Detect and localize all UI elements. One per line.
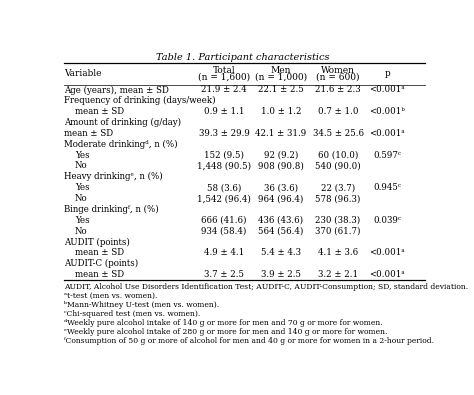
Text: Amount of drinking (g/day): Amount of drinking (g/day) [64, 118, 181, 127]
Text: <0.001ᵃ: <0.001ᵃ [370, 85, 405, 94]
Text: 578 (96.3): 578 (96.3) [315, 194, 361, 203]
Text: mean ± SD: mean ± SD [75, 248, 124, 258]
Text: 4.9 ± 4.1: 4.9 ± 4.1 [204, 248, 244, 258]
Text: (n = 1,600): (n = 1,600) [198, 72, 250, 81]
Text: 0.597ᶜ: 0.597ᶜ [374, 150, 401, 160]
Text: 0.945ᶜ: 0.945ᶜ [374, 183, 401, 192]
Text: Binge drinkingᶠ, n (%): Binge drinkingᶠ, n (%) [64, 205, 158, 214]
Text: 21.9 ± 2.4: 21.9 ± 2.4 [201, 85, 247, 94]
Text: 152 (9.5): 152 (9.5) [204, 150, 244, 160]
Text: 22.1 ± 2.5: 22.1 ± 2.5 [258, 85, 304, 94]
Text: mean ± SD: mean ± SD [75, 270, 124, 279]
Text: Heavy drinkingᵉ, n (%): Heavy drinkingᵉ, n (%) [64, 172, 163, 181]
Text: (n = 600): (n = 600) [316, 72, 360, 81]
Text: Moderate drinkingᵈ, n (%): Moderate drinkingᵈ, n (%) [64, 140, 177, 149]
Text: Yes: Yes [75, 183, 89, 192]
Text: 60 (10.0): 60 (10.0) [318, 150, 358, 160]
Text: p: p [384, 69, 390, 78]
Text: 92 (9.2): 92 (9.2) [264, 150, 298, 160]
Text: 5.4 ± 4.3: 5.4 ± 4.3 [261, 248, 301, 258]
Text: 0.9 ± 1.1: 0.9 ± 1.1 [204, 107, 244, 116]
Text: Total: Total [213, 66, 235, 75]
Text: ᶠConsumption of 50 g or more of alcohol for men and 40 g or more for women in a : ᶠConsumption of 50 g or more of alcohol … [64, 337, 434, 345]
Text: Men: Men [271, 66, 292, 75]
Text: ᵉWeekly pure alcohol intake of 280 g or more for men and 140 g or more for women: ᵉWeekly pure alcohol intake of 280 g or … [64, 328, 387, 336]
Text: AUDIT, Alcohol Use Disorders Identification Test; AUDIT-C, AUDIT-Consumption; SD: AUDIT, Alcohol Use Disorders Identificat… [64, 282, 468, 290]
Text: Women: Women [321, 66, 355, 75]
Text: 370 (61.7): 370 (61.7) [315, 227, 361, 236]
Text: 230 (38.3): 230 (38.3) [316, 216, 361, 225]
Text: 1.0 ± 1.2: 1.0 ± 1.2 [261, 107, 301, 116]
Text: No: No [75, 194, 87, 203]
Text: 666 (41.6): 666 (41.6) [201, 216, 247, 225]
Text: AUDIT (points): AUDIT (points) [64, 237, 129, 246]
Text: 3.9 ± 2.5: 3.9 ± 2.5 [261, 270, 301, 279]
Text: Age (years), mean ± SD: Age (years), mean ± SD [64, 85, 169, 94]
Text: 0.039ᶜ: 0.039ᶜ [374, 216, 401, 225]
Text: No: No [75, 227, 87, 236]
Text: <0.001ᵃ: <0.001ᵃ [370, 248, 405, 258]
Text: 436 (43.6): 436 (43.6) [258, 216, 304, 225]
Text: ᵈWeekly pure alcohol intake of 140 g or more for men and 70 g or more for women.: ᵈWeekly pure alcohol intake of 140 g or … [64, 319, 383, 327]
Text: 908 (90.8): 908 (90.8) [258, 162, 304, 171]
Text: 934 (58.4): 934 (58.4) [201, 227, 246, 236]
Text: 1,542 (96.4): 1,542 (96.4) [197, 194, 251, 203]
Text: ᶜChi-squared test (men vs. women).: ᶜChi-squared test (men vs. women). [64, 310, 200, 318]
Text: (n = 1,000): (n = 1,000) [255, 72, 307, 81]
Text: mean ± SD: mean ± SD [64, 129, 113, 138]
Text: 564 (56.4): 564 (56.4) [258, 227, 304, 236]
Text: 21.6 ± 2.3: 21.6 ± 2.3 [315, 85, 361, 94]
Text: No: No [75, 162, 87, 171]
Text: <0.001ᵃ: <0.001ᵃ [370, 129, 405, 138]
Text: Yes: Yes [75, 150, 89, 160]
Text: 58 (3.6): 58 (3.6) [207, 183, 241, 192]
Text: 1,448 (90.5): 1,448 (90.5) [197, 162, 251, 171]
Text: Frequency of drinking (days/week): Frequency of drinking (days/week) [64, 96, 215, 105]
Text: ᵇMann-Whitney U-test (men vs. women).: ᵇMann-Whitney U-test (men vs. women). [64, 301, 219, 309]
Text: 34.5 ± 25.6: 34.5 ± 25.6 [312, 129, 364, 138]
Text: <0.001ᵇ: <0.001ᵇ [369, 107, 405, 116]
Text: AUDIT-C (points): AUDIT-C (points) [64, 259, 138, 268]
Text: 3.2 ± 2.1: 3.2 ± 2.1 [318, 270, 358, 279]
Text: 42.1 ± 31.9: 42.1 ± 31.9 [255, 129, 307, 138]
Text: Table 1. Participant characteristics: Table 1. Participant characteristics [156, 53, 330, 62]
Text: 540 (90.0): 540 (90.0) [315, 162, 361, 171]
Text: 4.1 ± 3.6: 4.1 ± 3.6 [318, 248, 358, 258]
Text: 0.7 ± 1.0: 0.7 ± 1.0 [318, 107, 358, 116]
Text: 36 (3.6): 36 (3.6) [264, 183, 298, 192]
Text: ᵃt-test (men vs. women).: ᵃt-test (men vs. women). [64, 292, 157, 300]
Text: 39.3 ± 29.9: 39.3 ± 29.9 [199, 129, 249, 138]
Text: 22 (3.7): 22 (3.7) [321, 183, 355, 192]
Text: <0.001ᵃ: <0.001ᵃ [370, 270, 405, 279]
Text: Variable: Variable [64, 69, 101, 78]
Text: 964 (96.4): 964 (96.4) [258, 194, 304, 203]
Text: 3.7 ± 2.5: 3.7 ± 2.5 [204, 270, 244, 279]
Text: mean ± SD: mean ± SD [75, 107, 124, 116]
Text: Yes: Yes [75, 216, 89, 225]
